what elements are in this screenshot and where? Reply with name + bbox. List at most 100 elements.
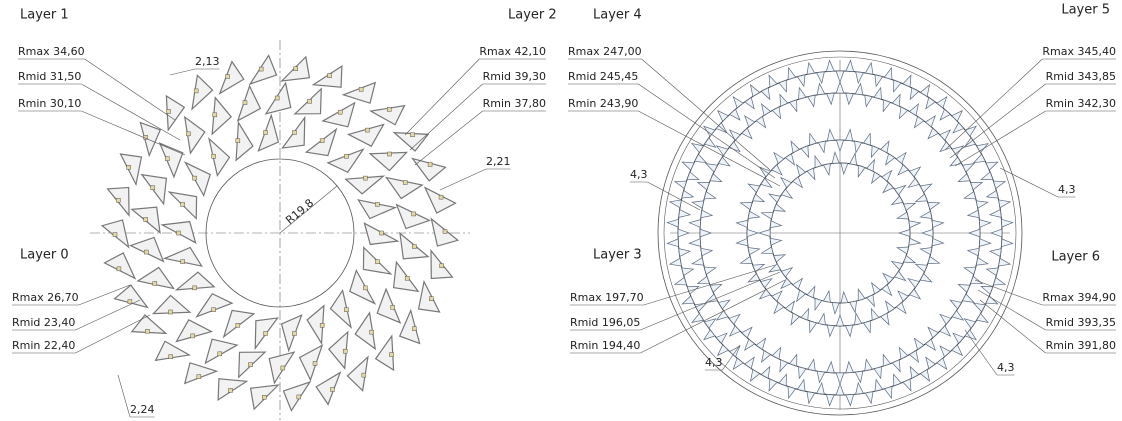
triangle-coil — [940, 109, 950, 120]
triangle-coil — [810, 321, 817, 333]
triangle-coil — [160, 143, 183, 177]
conductor — [181, 260, 185, 264]
conductor — [428, 162, 432, 166]
triangle-coil — [908, 279, 919, 288]
triangle-coil — [769, 194, 780, 202]
triangle-coil — [863, 321, 870, 333]
triangle-coil — [886, 154, 895, 165]
triangle-coil — [846, 362, 854, 373]
triangle-coil — [760, 289, 771, 299]
triangle-coil — [817, 72, 825, 83]
triangle-coil — [730, 130, 741, 140]
radius-label: R19,8 — [283, 196, 316, 227]
drawing: Layer 1 Layer 2 Layer 0 Rmax 34,60 Rmid 31,5… — [0, 0, 1122, 421]
triangle-coil — [926, 97, 935, 108]
conductor — [443, 229, 447, 233]
triangle-coil — [815, 298, 822, 310]
triangle-coil — [692, 258, 704, 265]
triangle-coil — [855, 313, 862, 324]
conductor — [113, 233, 117, 237]
triangle-coil — [940, 346, 950, 357]
triangle-coil — [894, 374, 902, 386]
triangle-coil — [855, 371, 863, 382]
conductor — [117, 267, 121, 271]
conductor — [380, 231, 384, 235]
triangle-coil — [729, 314, 740, 324]
triangle-coil — [986, 162, 998, 170]
conductor — [439, 195, 443, 199]
triangle-coil — [689, 239, 700, 247]
triangle-coil — [706, 294, 718, 302]
triangle-coil — [881, 141, 889, 152]
conductor — [292, 331, 296, 335]
conductor — [218, 352, 222, 356]
triangle-coil — [756, 116, 765, 127]
triangle-coil — [914, 338, 923, 349]
triangle-coil — [797, 380, 805, 392]
triangle-coil — [940, 314, 951, 324]
triangle-coil — [748, 211, 759, 218]
triangle-coil — [910, 167, 921, 177]
radius-line — [280, 186, 337, 233]
conductor — [328, 74, 332, 78]
layer-label: Layer 2 — [508, 8, 557, 23]
leader-line — [75, 315, 150, 353]
triangle-coil — [965, 126, 976, 136]
dimension-label: Rmax 34,60 — [18, 45, 85, 58]
triangle-coil — [695, 303, 707, 312]
layer-label: Layer 1 — [20, 8, 69, 23]
triangle-coil — [762, 247, 774, 254]
dimension-label: Rmid 31,50 — [18, 70, 81, 83]
triangle-coil — [826, 394, 834, 405]
triangle-coil — [964, 319, 975, 328]
triangle-coil — [962, 164, 974, 172]
triangle-coil — [856, 383, 864, 394]
dimension-label: Rmin 37,80 — [483, 97, 546, 110]
triangle-coil — [836, 315, 843, 326]
triangle-coil — [682, 162, 694, 170]
triangle-coil — [770, 238, 781, 245]
triangle-coil — [871, 309, 879, 320]
conductor — [313, 361, 317, 365]
triangle-coil — [704, 138, 715, 147]
triangle-coil — [205, 339, 237, 363]
triangle-coil — [882, 171, 892, 182]
triangle-coil — [928, 256, 940, 263]
triangle-coil — [818, 141, 825, 152]
triangle-coil — [958, 174, 970, 182]
triangle-coil — [836, 384, 844, 395]
triangle-coil — [827, 130, 834, 141]
conductor — [128, 300, 132, 304]
triangle-coil — [799, 367, 806, 379]
triangle-coil — [105, 253, 135, 278]
triangle-coil — [987, 268, 999, 276]
triangle-coil — [910, 367, 919, 379]
layer-label: Layer 0 — [20, 248, 69, 263]
triangle-coil — [914, 116, 923, 127]
triangle-coil — [928, 327, 938, 338]
triangle-coil — [670, 258, 682, 266]
triangle-coil — [687, 172, 699, 180]
triangle-coil — [826, 60, 834, 71]
triangle-coil — [952, 311, 963, 320]
triangle-coil — [903, 75, 911, 87]
dimension-label: Rmax 197,70 — [570, 291, 644, 304]
leader-line — [965, 330, 997, 375]
conductor — [145, 329, 149, 333]
triangle-coil — [979, 239, 990, 247]
conductor — [275, 96, 279, 100]
dimension-label: Rmin 243,90 — [568, 97, 638, 110]
conductor — [344, 308, 348, 312]
conductor — [320, 323, 324, 327]
conductor — [363, 176, 367, 180]
triangle-coil — [974, 303, 986, 312]
conductor — [212, 154, 216, 158]
triangle-coil — [964, 267, 976, 274]
leader-line — [642, 59, 770, 170]
triangle-coil — [742, 128, 752, 139]
conductor — [338, 110, 342, 114]
triangle-coil — [817, 83, 825, 94]
triangle-coil — [772, 291, 782, 301]
triangle-coil — [348, 124, 383, 146]
triangle-coil — [797, 75, 805, 87]
